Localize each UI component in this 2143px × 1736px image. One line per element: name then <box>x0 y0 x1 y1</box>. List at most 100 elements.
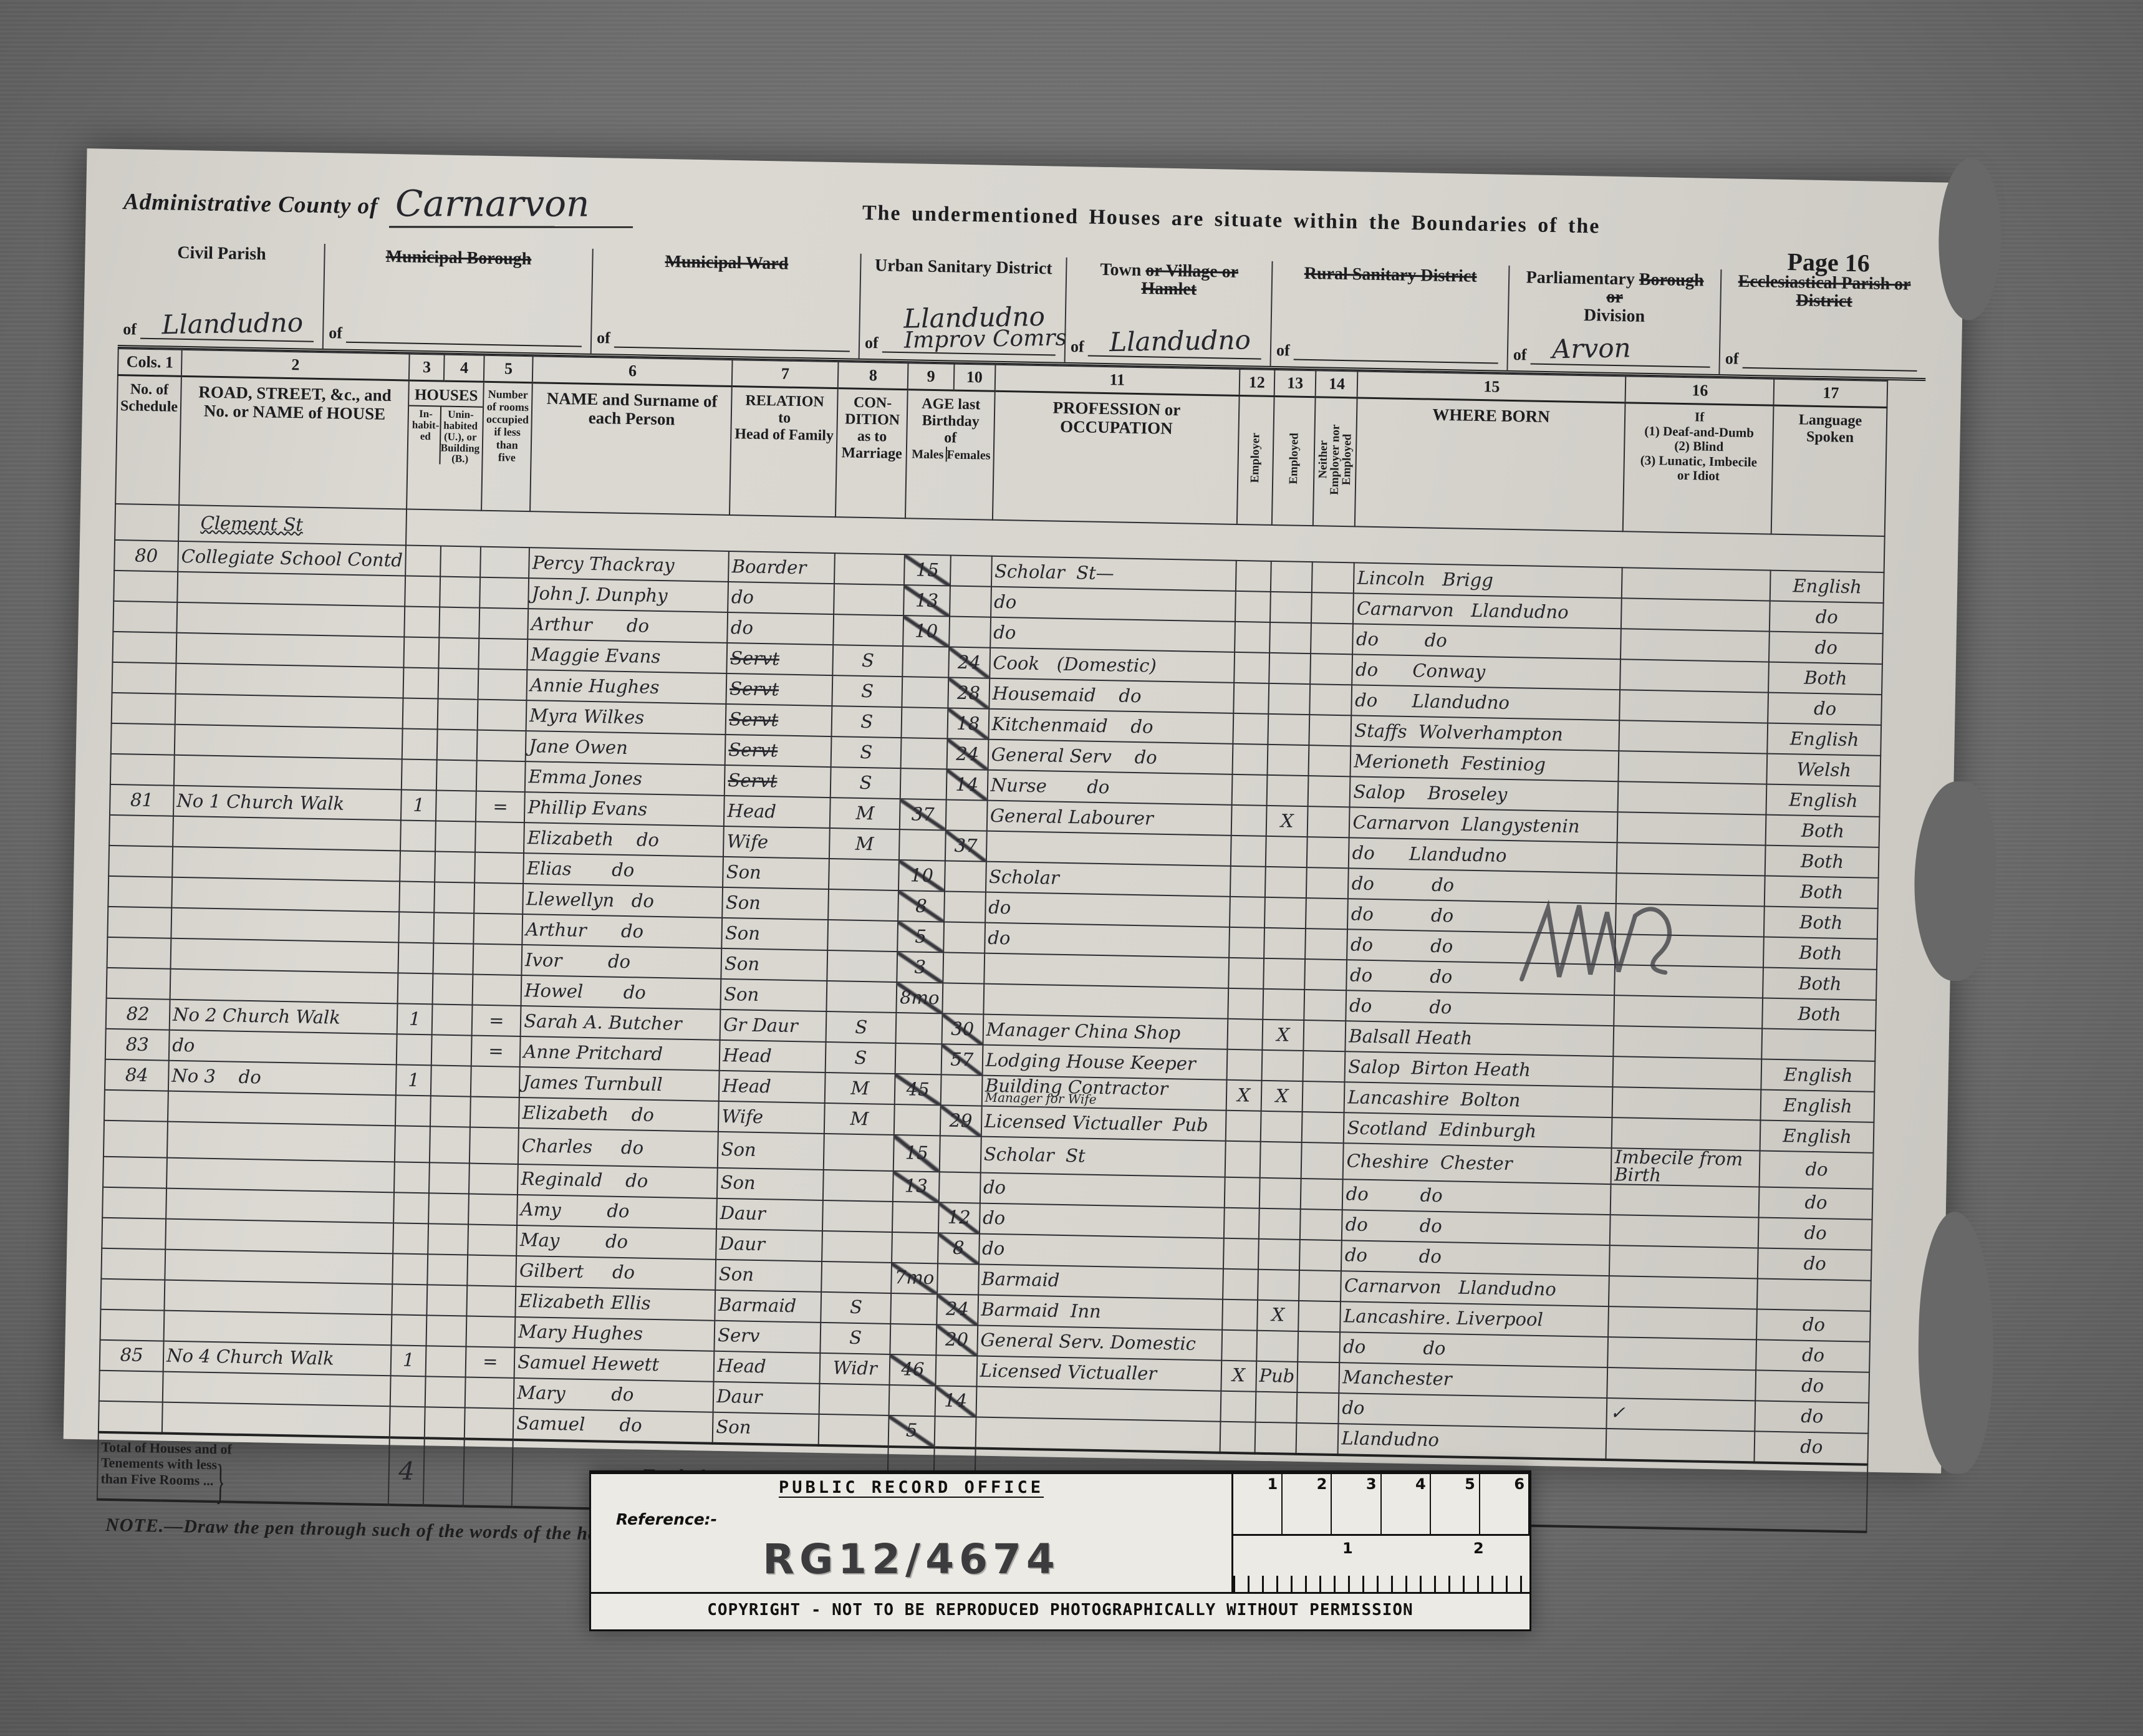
cell-occupation <box>986 831 1231 866</box>
cell-condition <box>827 920 898 952</box>
cell-inhab: 1 <box>401 789 437 821</box>
cell-name: Phillip Evans <box>524 792 725 826</box>
cell-age-f <box>943 922 985 953</box>
cell-age-f: 57 <box>941 1044 983 1076</box>
cell-rooms <box>478 638 528 670</box>
cell-road <box>164 1280 393 1314</box>
cell-employed <box>1261 1049 1304 1082</box>
ruler-cm-number: 2 <box>1473 1540 1484 1557</box>
ruler-inch-number: 4 <box>1382 1474 1431 1534</box>
cell-uninhab <box>436 729 478 761</box>
cell-employer <box>1229 896 1265 928</box>
cell-employed <box>1265 836 1308 868</box>
cell-employer <box>1223 1207 1259 1239</box>
cell-rooms <box>465 1377 514 1409</box>
cell-employer <box>1233 713 1269 745</box>
cell-age-m: 10 <box>898 860 945 892</box>
cell-infirmity <box>1617 781 1767 815</box>
cell-uninhab <box>439 607 480 639</box>
cell-employer <box>1232 743 1268 775</box>
column-number: 16 <box>1625 376 1775 406</box>
cell-age-f <box>948 616 991 648</box>
cell-condition <box>818 1414 889 1447</box>
cell-relation: Head <box>713 1351 821 1384</box>
cell-age-f <box>949 586 991 617</box>
cell-employer <box>1234 621 1270 653</box>
header-age-males: Males <box>912 446 944 461</box>
cell-occupation: Licensed Victualler <box>976 1356 1221 1391</box>
cell-language <box>1761 1028 1876 1061</box>
cell-road: do <box>168 1030 397 1065</box>
cell-name: James Turnbull <box>519 1066 720 1101</box>
cell-born: do <box>1338 1392 1607 1429</box>
cell-condition: S <box>832 675 903 708</box>
district-label: Ecclesiastical Parish or District <box>1738 271 1911 312</box>
cell-language: Both <box>1766 814 1880 847</box>
cell-rooms: = <box>471 1035 521 1067</box>
cell-occupation: General Serv. Domestic <box>977 1325 1222 1361</box>
cell-road <box>168 1091 397 1126</box>
cell-sched <box>99 1370 163 1402</box>
cell-relation: Head <box>719 1070 826 1103</box>
cell-uninhab <box>436 760 477 791</box>
cell-language: do <box>1770 600 1884 634</box>
cell-neither <box>1308 776 1351 808</box>
cell-road <box>166 1121 396 1162</box>
cell-uninhab <box>431 1065 472 1097</box>
header-age-group: AGE last Birthday of Males Females <box>905 389 995 520</box>
cell-age-m <box>890 1323 937 1355</box>
cell-age-f: 20 <box>936 1324 978 1356</box>
cell-born: Cheshire Chester <box>1343 1143 1612 1184</box>
cell-relation: do <box>728 581 835 615</box>
cell-rooms <box>467 1255 517 1286</box>
cell-employer <box>1221 1299 1258 1331</box>
cell-neither <box>1311 623 1354 655</box>
cell-uninhab <box>425 1376 466 1408</box>
cell-age-f: 28 <box>948 677 990 709</box>
cell-road: No 1 Church Walk <box>173 785 402 821</box>
cell-language: Both <box>1763 967 1877 1000</box>
cell-neither <box>1301 1178 1344 1210</box>
cell-sched: 82 <box>105 998 170 1030</box>
cell-infirmity <box>1612 1087 1761 1121</box>
cell-relation: Head <box>719 1039 826 1073</box>
cell-condition <box>822 1200 893 1232</box>
cell-sched <box>100 1309 165 1341</box>
column-number: 4 <box>444 354 484 382</box>
district-box-2: Municipal Borough of <box>323 244 594 354</box>
header-schedule: No. of Schedule <box>115 375 181 505</box>
cell-uninhab <box>437 698 478 730</box>
cell-age-m: 10 <box>903 615 950 647</box>
cell-name: Samuel Hewett <box>514 1347 715 1382</box>
cell-occupation: do <box>979 1203 1225 1238</box>
cell-infirmity <box>1617 842 1766 876</box>
cell-relation: Boarder <box>728 551 836 584</box>
cell-occupation: Nurse do <box>987 769 1233 805</box>
cell-rooms <box>476 760 526 793</box>
header-condition: CON- DITION as to Marriage <box>836 388 908 519</box>
cell-infirmity <box>1607 1367 1756 1401</box>
cell-occupation: Licensed Victualler Pub <box>981 1106 1226 1141</box>
cell-born: do Conway <box>1352 654 1621 690</box>
cell-employed <box>1268 713 1310 746</box>
cell-rooms <box>465 1407 514 1440</box>
cell-employed <box>1259 1177 1302 1209</box>
cell-uninhab <box>440 576 481 608</box>
cell-language: Welsh <box>1766 753 1881 786</box>
cell-condition: M <box>829 828 900 861</box>
cell-age-f: 29 <box>940 1105 982 1137</box>
cell-employer <box>1228 988 1263 1020</box>
cell-age-m <box>900 768 947 800</box>
cell-relation: Daur <box>716 1228 823 1261</box>
cell-road: No 4 Church Walk <box>163 1341 392 1376</box>
cell-inhab <box>403 637 440 668</box>
cell-inhab <box>390 1375 426 1407</box>
ruler-inch-number: 1 <box>1233 1474 1283 1534</box>
cell-relation: Son <box>718 1131 825 1170</box>
cell-neither <box>1309 715 1352 746</box>
cell-born: Lancashire Bolton <box>1344 1082 1613 1118</box>
cell-language: do <box>1755 1369 1870 1403</box>
cell-employer <box>1233 682 1269 714</box>
cell-neither <box>1309 684 1352 716</box>
